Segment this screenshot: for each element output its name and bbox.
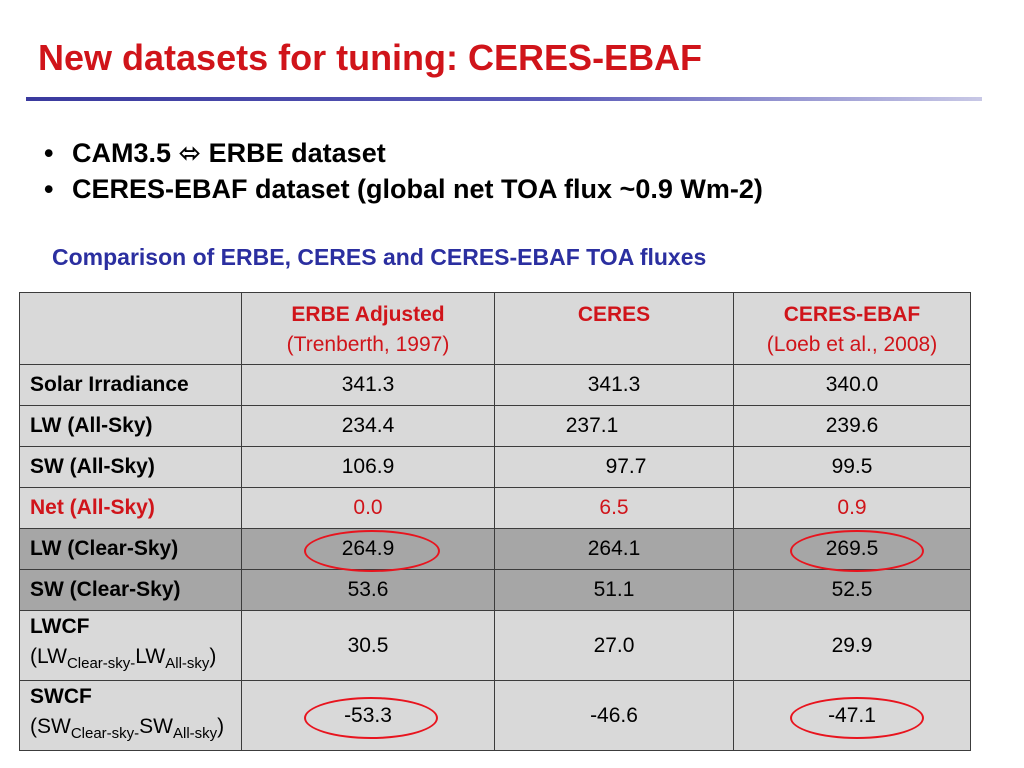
header-note: (Loeb et al., 2008): [766, 333, 938, 356]
table-row: LW (Clear-Sky) 264.9 264.1 269.5: [19, 528, 971, 570]
value-cell: 340.0: [733, 364, 971, 406]
row-label: LWCF: [30, 614, 90, 638]
value-cell: 99.5: [733, 446, 971, 488]
value-cell: 0.0: [241, 487, 495, 529]
table-row: LW (All-Sky) 234.4 237.1 239.6: [19, 405, 971, 447]
bullet-text: CERES-EBAF dataset (global net TOA flux …: [72, 174, 763, 204]
value-cell: 29.9: [733, 610, 971, 681]
value-cell: -53.3: [241, 680, 495, 751]
value-cell: 239.6: [733, 405, 971, 447]
value-cell: 27.0: [494, 610, 734, 681]
bullet-item: • CAM3.5 ⬄ ERBE dataset: [44, 135, 763, 171]
bullet-item: • CERES-EBAF dataset (global net TOA flu…: [44, 171, 763, 207]
row-label: LW (Clear-Sky): [19, 528, 242, 570]
value-cell: 52.5: [733, 569, 971, 611]
value-cell: 51.1: [494, 569, 734, 611]
value-cell: 53.6: [241, 569, 495, 611]
table-row-net: Net (All-Sky) 0.0 6.5 0.9: [19, 487, 971, 529]
value-cell: -47.1: [733, 680, 971, 751]
flux-comparison-table: ERBE Adjusted (Trenberth, 1997) CERES CE…: [19, 292, 971, 751]
header-cell-ceres-ebaf: CERES-EBAF (Loeb et al., 2008): [733, 292, 971, 365]
table-row: Solar Irradiance 341.3 341.3 340.0: [19, 364, 971, 406]
row-label-cell: LWCF (LWClear-sky-LWAll-sky): [19, 610, 242, 681]
table-header-row: ERBE Adjusted (Trenberth, 1997) CERES CE…: [19, 292, 971, 365]
bullet-text: CAM3.5 ⬄ ERBE dataset: [72, 138, 386, 168]
value-cell: 237.1: [494, 405, 734, 447]
table-caption: Comparison of ERBE, CERES and CERES-EBAF…: [52, 244, 707, 270]
table-row: LWCF (LWClear-sky-LWAll-sky) 30.5 27.0 2…: [19, 610, 971, 681]
row-label: SW (Clear-Sky): [19, 569, 242, 611]
value-cell: 264.1: [494, 528, 734, 570]
row-label: LW (All-Sky): [19, 405, 242, 447]
value-cell: 341.3: [494, 364, 734, 406]
value-cell: 0.9: [733, 487, 971, 529]
row-label: SWCF: [30, 684, 92, 708]
table-row: SWCF (SWClear-sky-SWAll-sky) -53.3 -46.6…: [19, 680, 971, 751]
value-cell: -46.6: [494, 680, 734, 751]
table-row: SW (All-Sky) 106.9 97.7 99.5: [19, 446, 971, 488]
value-cell: 30.5: [241, 610, 495, 681]
value-cell: 6.5: [494, 487, 734, 529]
value-cell: 341.3: [241, 364, 495, 406]
value-cell: 234.4: [241, 405, 495, 447]
value-text: 97.7: [605, 455, 647, 478]
row-label: SW (All-Sky): [19, 446, 242, 488]
header-name: CERES: [577, 303, 651, 326]
value-cell: 106.9: [241, 446, 495, 488]
table-row: SW (Clear-Sky) 53.6 51.1 52.5: [19, 569, 971, 611]
header-name: CERES-EBAF: [783, 303, 921, 326]
value-cell: 264.9: [241, 528, 495, 570]
bullet-icon: •: [44, 174, 54, 204]
row-formula: (SWClear-sky-SWAll-sky): [30, 714, 225, 743]
row-label: Solar Irradiance: [19, 364, 242, 406]
header-name: ERBE Adjusted: [291, 303, 445, 326]
header-cell-erbe: ERBE Adjusted (Trenberth, 1997): [241, 292, 495, 365]
bullet-icon: •: [44, 138, 54, 168]
row-formula: (LWClear-sky-LWAll-sky): [30, 644, 217, 673]
row-label: Net (All-Sky): [19, 487, 242, 529]
row-label-cell: SWCF (SWClear-sky-SWAll-sky): [19, 680, 242, 751]
header-corner-cell: [19, 292, 242, 365]
value-cell: 97.7: [494, 446, 734, 488]
header-note: (Trenberth, 1997): [286, 333, 450, 356]
bullet-list: • CAM3.5 ⬄ ERBE dataset • CERES-EBAF dat…: [44, 135, 763, 207]
slide-title: New datasets for tuning: CERES-EBAF: [38, 37, 703, 78]
header-cell-ceres: CERES: [494, 292, 734, 365]
value-text: 237.1: [565, 414, 619, 437]
title-underline: [26, 97, 982, 101]
value-cell: 269.5: [733, 528, 971, 570]
